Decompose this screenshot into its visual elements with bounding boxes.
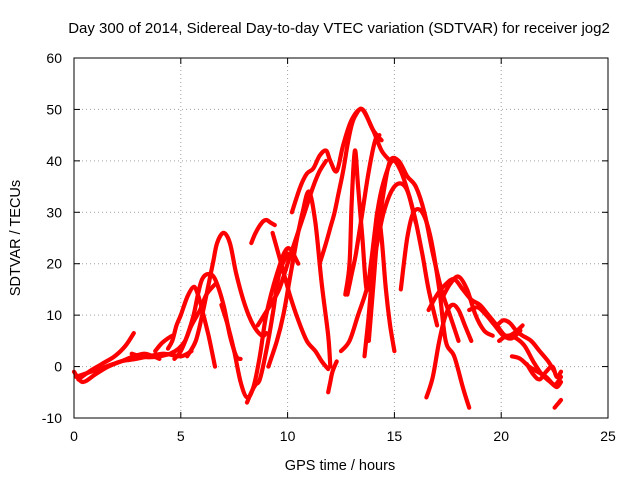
satellite-track-pass-30 [509, 354, 564, 387]
x-axis-label: GPS time / hours [285, 458, 395, 474]
satellite-track-pass-12 [266, 189, 333, 369]
satellite-track-pass-18 [326, 359, 339, 395]
satellite-track-pass-23 [398, 207, 472, 410]
satellite-track-pass-24 [424, 302, 474, 400]
y-tick-label: 60 [46, 50, 62, 66]
x-tick-label: 20 [493, 428, 509, 444]
chart-title: Day 300 of 2014, Sidereal Day-to-day VTE… [68, 20, 610, 37]
satellite-track-pass-10 [244, 251, 290, 405]
satellite-track-pass-11 [255, 158, 329, 328]
satellite-track-pass-06 [165, 284, 218, 369]
satellite-track-pass-31 [524, 361, 564, 382]
y-tick-label: 20 [46, 256, 62, 272]
y-tick-label: 30 [46, 204, 62, 220]
satellite-track-pass-29 [497, 333, 564, 390]
axis-ticks: 0 5 10 15 20 25 -10 0 10 20 30 40 50 60 [42, 50, 616, 444]
satellite-track-pass-17 [338, 181, 440, 354]
x-tick-label: 5 [177, 428, 185, 444]
y-tick-label: 0 [54, 359, 62, 375]
satellite-track-pass-28 [494, 318, 557, 374]
satellite-track-pass-32 [552, 397, 564, 410]
grid-lines [74, 58, 608, 418]
x-tick-label: 15 [387, 428, 403, 444]
x-tick-label: 10 [280, 428, 296, 444]
y-tick-label: 50 [46, 101, 62, 117]
x-tick-label: 0 [70, 428, 78, 444]
x-tick-label: 25 [600, 428, 616, 444]
y-tick-label: -10 [42, 410, 62, 426]
satellite-track-pass-19 [343, 148, 418, 297]
y-tick-label: 10 [46, 307, 62, 323]
satellite-track-pass-26 [439, 274, 495, 338]
satellite-track-pass-13 [249, 217, 277, 246]
satellite-track-pass-08 [185, 230, 269, 359]
satellite-track-pass-05 [153, 333, 175, 354]
data-tracks [71, 106, 564, 410]
satellite-track-pass-14 [270, 230, 331, 372]
satellite-track-pass-20 [345, 133, 382, 297]
y-axis-label: SDTVAR / TECUs [8, 180, 24, 296]
satellite-track-pass-16 [317, 106, 393, 266]
y-tick-label: 40 [46, 153, 62, 169]
plot-area-frame [73, 57, 609, 419]
